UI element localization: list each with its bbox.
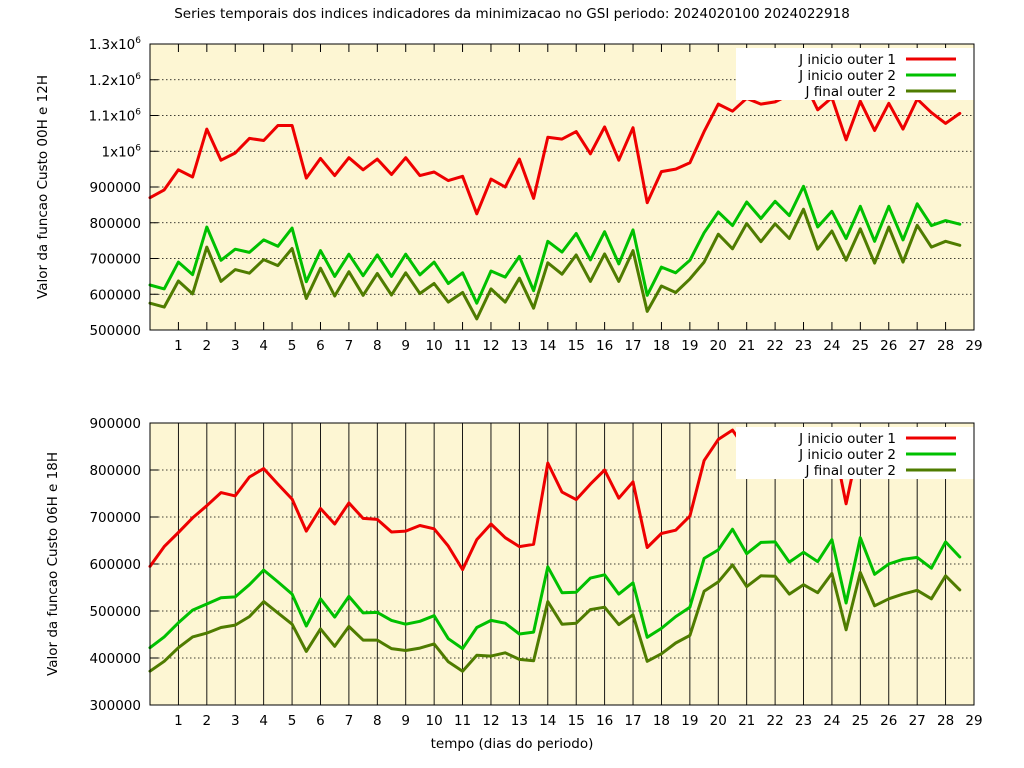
series-line [148,207,962,321]
figure-title: Series temporais dos indices indicadores… [174,6,850,22]
series-line [148,184,962,305]
legend-label: J final outer 2 [805,463,897,479]
x-tick-label: 28 [937,338,954,354]
y-tick-label: 900000 [89,180,141,196]
x-tick-label: 27 [909,713,926,729]
legend-label: J inicio outer 1 [798,52,896,68]
y-tick-label: 700000 [89,252,141,268]
legend-label: J inicio outer 2 [798,68,896,84]
x-tick-label: 16 [596,713,613,729]
x-tick-label: 20 [710,713,727,729]
x-tick-label: 5 [288,338,297,354]
x-tick-label: 25 [852,713,869,729]
x-tick-label: 19 [681,338,698,354]
y-tick-label: 800000 [89,216,141,232]
series-line [148,527,962,651]
x-tick-label: 11 [454,338,471,354]
y-tick-label: 1.3x106 [89,36,142,53]
x-tick-label: 17 [624,713,641,729]
x-tick-label: 1 [174,338,183,354]
x-tick-label: 23 [795,338,812,354]
plot-frame [149,43,975,331]
x-tick-label: 12 [482,338,499,354]
x-tick-label: 24 [823,713,840,729]
y-tick-label: 400000 [89,651,141,667]
x-tick-label: 7 [345,713,354,729]
x-tick-label: 10 [426,338,443,354]
plot-frame [149,422,975,706]
x-tick-label: 17 [624,338,641,354]
chart-bottom: 300000 400000 500000 600000 700000 800000 9000… [45,416,983,752]
y-tick-label: 300000 [89,698,141,714]
y-tick-label: 1.2x106 [89,72,142,89]
y-tick-label: 800000 [89,463,141,479]
y-tick-label: 500000 [89,323,141,339]
x-tick-label: 16 [596,338,613,354]
x-tick-label: 22 [767,713,784,729]
y-tick-label: 500000 [89,604,141,620]
x-tick-label: 25 [852,338,869,354]
x-tick-label: 18 [653,713,670,729]
x-axis-label: tempo (dias do periodo) [431,736,594,752]
series-line [148,563,962,673]
legend-label: J inicio outer 2 [798,447,896,463]
y-tick-label: 700000 [89,510,141,526]
legend-label: J inicio outer 1 [798,431,896,447]
x-tick-label: 15 [568,713,585,729]
x-tick-label: 4 [259,713,268,729]
x-tick-label: 21 [738,338,755,354]
x-tick-label: 4 [259,338,268,354]
x-tick-label: 5 [288,713,297,729]
y-tick-label: 600000 [89,557,141,573]
y-axis-label: Valor da funcao Custo 00H e 12H [35,75,51,299]
x-tick-label: 3 [231,713,240,729]
x-tick-label: 3 [231,338,240,354]
x-tick-label: 8 [373,713,382,729]
x-tick-label: 14 [539,338,556,354]
x-tick-label: 12 [482,713,499,729]
x-tick-label: 2 [203,713,212,729]
legend-label: J final outer 2 [805,84,897,100]
x-tick-label: 24 [823,338,840,354]
chart-top: 500000 600000 700000 800000 900000 1x106 1.1x1… [35,36,983,354]
x-tick-label: 6 [316,338,325,354]
x-tick-label: 26 [880,713,897,729]
x-tick-label: 22 [767,338,784,354]
y-tick-label: 600000 [89,287,141,303]
x-tick-label: 18 [653,338,670,354]
x-tick-label: 11 [454,713,471,729]
x-tick-label: 21 [738,713,755,729]
x-tick-label: 7 [345,338,354,354]
x-tick-label: 13 [511,713,528,729]
x-tick-label: 29 [965,713,982,729]
x-tick-label: 26 [880,338,897,354]
x-tick-label: 2 [203,338,212,354]
x-tick-label: 10 [426,713,443,729]
x-tick-label: 19 [681,713,698,729]
x-tick-label: 13 [511,338,528,354]
x-tick-label: 9 [401,338,410,354]
x-tick-label: 23 [795,713,812,729]
y-tick-label: 1x106 [102,143,142,160]
x-tick-label: 6 [316,713,325,729]
x-tick-label: 8 [373,338,382,354]
y-axis-label: Valor da funcao Custo 06H e 18H [45,452,61,676]
x-tick-label: 14 [539,713,556,729]
x-tick-label: 27 [909,338,926,354]
x-tick-label: 15 [568,338,585,354]
x-tick-label: 9 [401,713,410,729]
x-tick-label: 1 [174,713,183,729]
x-tick-label: 29 [965,338,982,354]
y-tick-label: 1.1x106 [89,108,142,125]
x-tick-label: 20 [710,338,727,354]
x-tick-label: 28 [937,713,954,729]
y-tick-label: 900000 [89,416,141,432]
series-line [148,79,962,216]
